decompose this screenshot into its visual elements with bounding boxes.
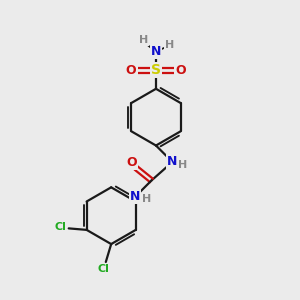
Text: Cl: Cl (54, 222, 66, 232)
Text: H: H (142, 194, 151, 204)
Text: N: N (151, 45, 161, 58)
Text: H: H (165, 40, 174, 50)
Text: S: S (151, 63, 161, 77)
Text: O: O (126, 156, 137, 169)
Text: O: O (176, 64, 186, 77)
Text: O: O (126, 64, 136, 77)
Text: Cl: Cl (98, 264, 110, 274)
Text: N: N (130, 190, 140, 203)
Text: N: N (167, 155, 178, 168)
Text: H: H (178, 160, 188, 170)
Text: H: H (139, 35, 148, 45)
